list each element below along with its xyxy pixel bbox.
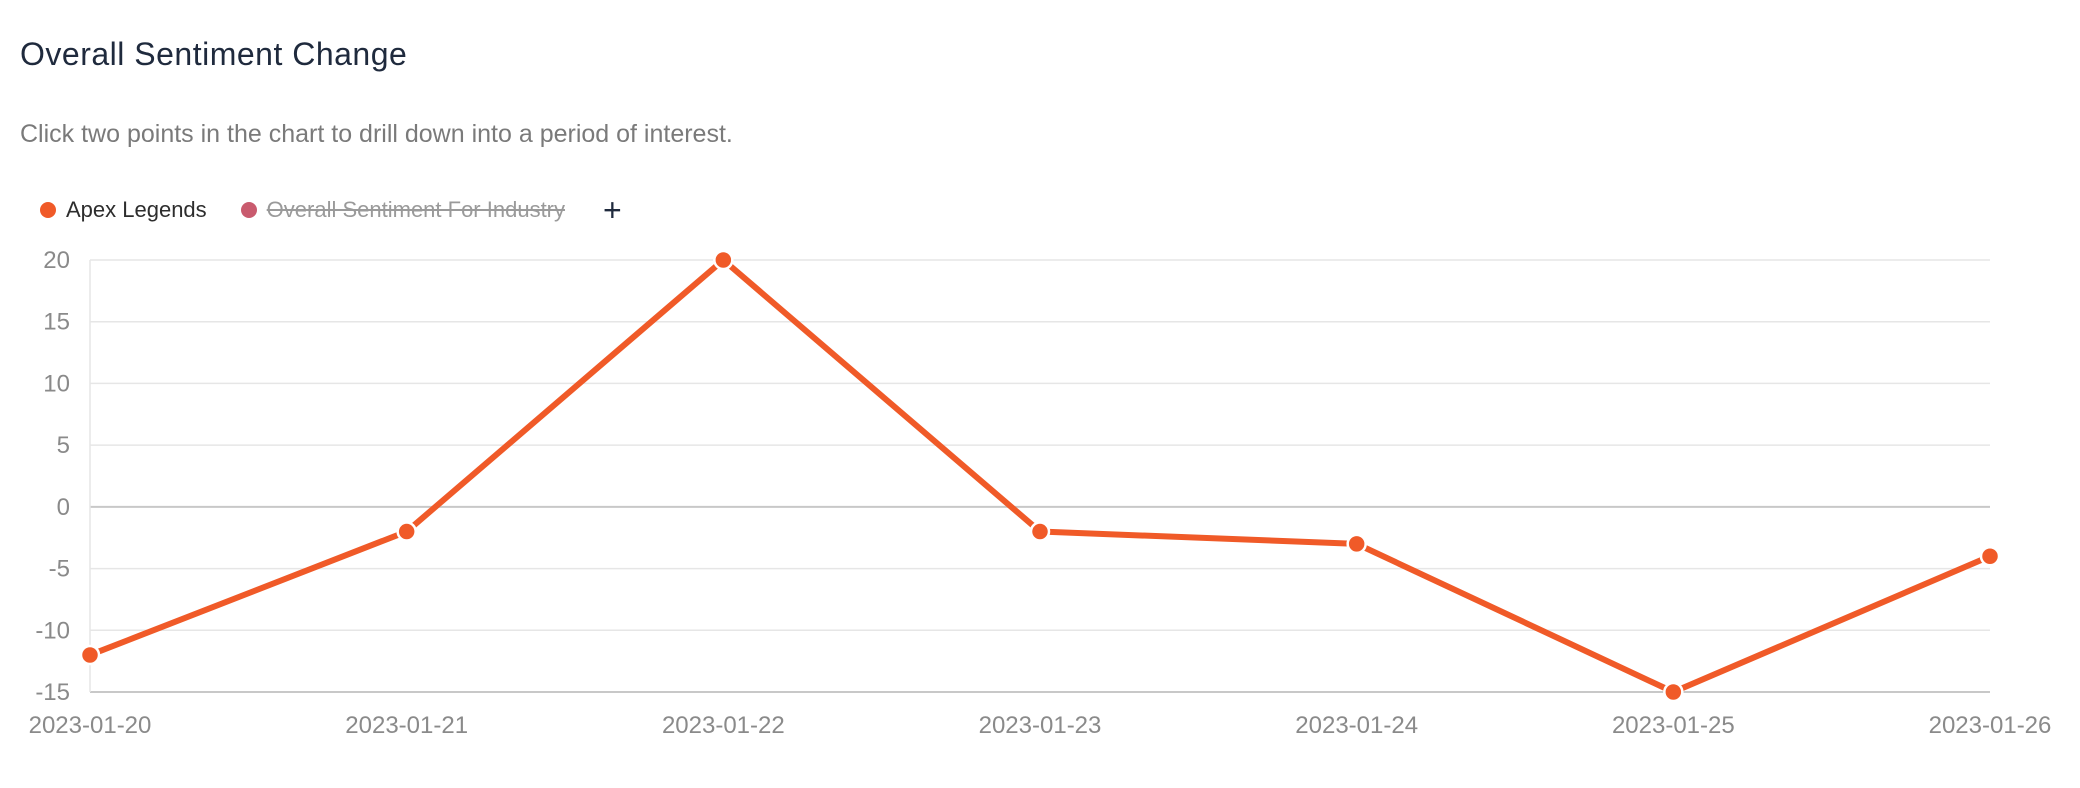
legend-label: Overall Sentiment For Industry: [266, 197, 566, 222]
x-tick-label: 2023-01-23: [979, 712, 1102, 739]
data-point[interactable]: [1346, 533, 1367, 555]
y-tick-label: -5: [49, 556, 70, 583]
x-tick-label: 2023-01-24: [1295, 712, 1418, 739]
x-tick-label: 2023-01-20: [29, 712, 152, 739]
y-tick-label: -15: [35, 679, 70, 706]
chart-subtitle: Click two points in the chart to drill d…: [20, 120, 733, 148]
series-line: [87, 257, 1993, 695]
data-point[interactable]: [396, 521, 417, 542]
x-axis-ticks: 2023-01-20 2023-01-21 2023-01-22 2023-01-23…: [29, 712, 2052, 739]
x-tick-label: 2023-01-25: [1612, 712, 1735, 739]
data-point[interactable]: [1979, 545, 2001, 567]
y-axis-ticks: 20 15 10 5 0 -5 -10 -15: [35, 247, 70, 706]
x-tick-label: 2023-01-21: [345, 712, 468, 739]
legend-label: Apex Legends: [66, 197, 207, 222]
data-point[interactable]: [713, 249, 734, 271]
legend-item-apex-legends[interactable]: Apex Legends: [40, 197, 207, 223]
grid-lines: [89, 259, 1990, 693]
y-tick-label: 5: [57, 432, 70, 459]
y-tick-label: -10: [35, 617, 70, 644]
x-tick-label: 2023-01-22: [662, 712, 785, 739]
chart-title: Overall Sentiment Change: [20, 36, 408, 72]
y-tick-label: 20: [43, 247, 70, 274]
legend-dot-icon: [40, 202, 56, 218]
data-point[interactable]: [1663, 681, 1684, 703]
chart-legend: Apex Legends Overall Sentiment For Indus…: [40, 192, 622, 228]
data-point[interactable]: [1029, 521, 1051, 542]
legend-dot-icon: [240, 202, 257, 218]
data-point[interactable]: [79, 644, 101, 666]
series-apex-legends: [79, 249, 2001, 703]
y-tick-label: 10: [43, 370, 70, 397]
add-series-button[interactable]: +: [603, 192, 622, 228]
legend-item-overall-sentiment-for-industry[interactable]: Overall Sentiment For Industry: [240, 197, 566, 223]
y-tick-label: 0: [57, 494, 70, 521]
x-tick-label: 2023-01-26: [1929, 712, 2052, 739]
y-tick-label: 15: [43, 309, 70, 336]
